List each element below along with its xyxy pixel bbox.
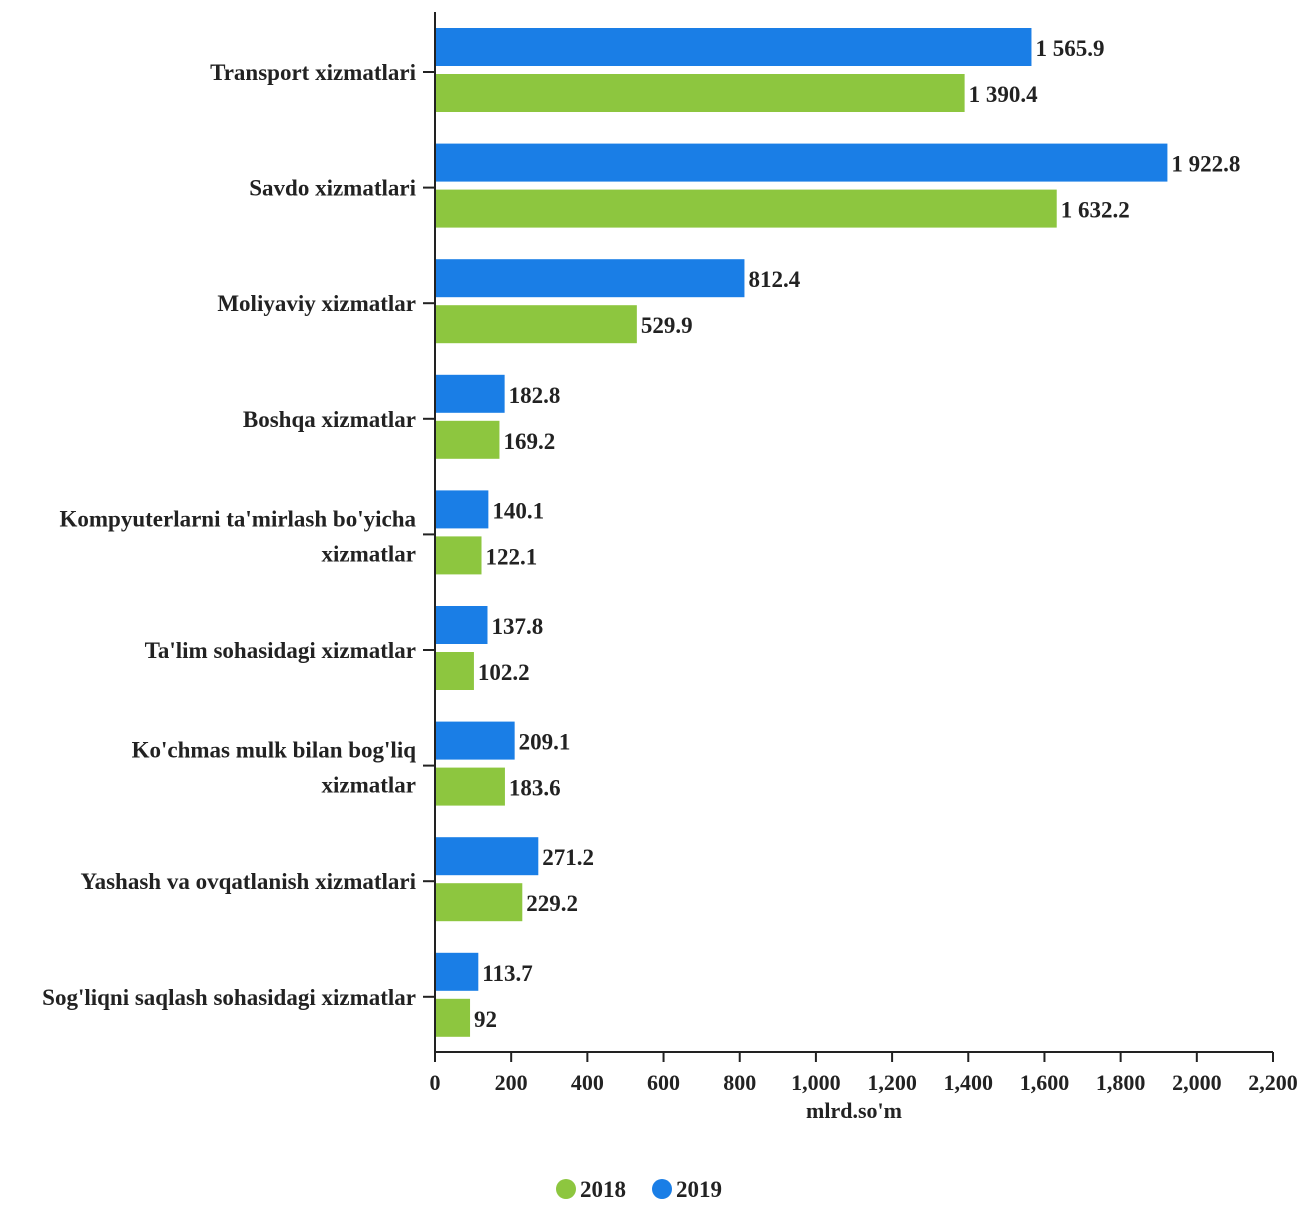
legend-marker-2018	[556, 1179, 576, 1199]
bar-2018-2	[435, 305, 637, 344]
bar-2019-0	[435, 28, 1032, 66]
bar-2018-6	[435, 767, 505, 806]
value-label-2018-6: 183.6	[509, 776, 561, 801]
bar-2019-3	[435, 374, 505, 413]
value-label-2019-7: 271.2	[542, 845, 594, 870]
value-label-2018-0: 1 390.4	[969, 82, 1038, 107]
bar-2018-1	[435, 189, 1057, 228]
category-label-5: Ta'lim sohasidagi xizmatlar	[145, 638, 416, 663]
category-label-6-line-1: xizmatlar	[321, 773, 416, 798]
bar-2018-8	[435, 998, 471, 1037]
bar-2019-7	[435, 837, 539, 876]
value-label-2018-8: 92	[474, 1007, 497, 1032]
bar-2019-4	[435, 490, 489, 529]
x-axis-title: mlrd.so'm	[806, 1098, 902, 1123]
value-label-2019-5: 137.8	[491, 614, 543, 639]
x-tick-label-4: 800	[723, 1070, 756, 1095]
category-label-8: Sog'liqni saqlash sohasidagi xizmatlar	[42, 985, 416, 1010]
value-label-2019-2: 812.4	[748, 267, 800, 292]
legend-marker-2019	[652, 1179, 672, 1199]
value-label-2018-3: 169.2	[503, 429, 555, 454]
value-label-2018-2: 529.9	[641, 313, 693, 338]
value-label-2018-7: 229.2	[526, 891, 578, 916]
value-label-2019-6: 209.1	[519, 730, 571, 755]
category-label-6-line-0: Ko'chmas mulk bilan bog'liq	[132, 738, 417, 763]
x-tick-label-0: 0	[430, 1070, 441, 1095]
x-tick-label-5: 1,000	[791, 1070, 841, 1095]
value-label-2019-8: 113.7	[482, 961, 532, 986]
x-tick-label-11: 2,200	[1248, 1070, 1298, 1095]
category-label-4-line-1: xizmatlar	[321, 541, 416, 566]
category-label-3: Boshqa xizmatlar	[243, 407, 416, 432]
bar-2018-0	[435, 74, 965, 112]
bar-2018-4	[435, 536, 482, 575]
category-label-7: Yashash va ovqatlanish xizmatlari	[81, 869, 417, 894]
bar-2019-5	[435, 606, 488, 644]
bar-2018-7	[435, 883, 523, 922]
category-label-0: Transport xizmatlari	[210, 60, 417, 85]
value-label-2019-0: 1 565.9	[1035, 36, 1104, 61]
x-tick-label-1: 200	[495, 1070, 528, 1095]
category-label-1: Savdo xizmatlari	[249, 176, 416, 201]
x-tick-label-3: 600	[647, 1070, 680, 1095]
legend-label-2019: 2019	[676, 1177, 722, 1200]
bar-2019-1	[435, 143, 1168, 182]
x-tick-label-10: 2,000	[1172, 1070, 1222, 1095]
bar-2018-3	[435, 420, 500, 459]
x-tick-label-9: 1,800	[1096, 1070, 1146, 1095]
x-tick-label-7: 1,400	[944, 1070, 994, 1095]
legend-label-2018: 2018	[580, 1177, 626, 1200]
bar-2019-6	[435, 721, 515, 760]
category-label-4-line-0: Kompyuterlarni ta'mirlash bo'yicha	[60, 506, 417, 531]
bar-2019-2	[435, 259, 745, 298]
x-tick-label-6: 1,200	[867, 1070, 917, 1095]
value-label-2019-4: 140.1	[492, 498, 544, 523]
category-label-2: Moliyaviy xizmatlar	[217, 291, 416, 316]
value-label-2018-1: 1 632.2	[1061, 198, 1130, 223]
x-tick-label-8: 1,600	[1020, 1070, 1070, 1095]
value-label-2018-4: 122.1	[486, 544, 538, 569]
bar-2019-8	[435, 952, 479, 991]
value-label-2019-1: 1 922.8	[1171, 152, 1240, 177]
value-label-2018-5: 102.2	[478, 660, 530, 685]
bar-2018-5	[435, 652, 474, 690]
x-tick-label-2: 400	[571, 1070, 604, 1095]
value-label-2019-3: 182.8	[509, 383, 561, 408]
